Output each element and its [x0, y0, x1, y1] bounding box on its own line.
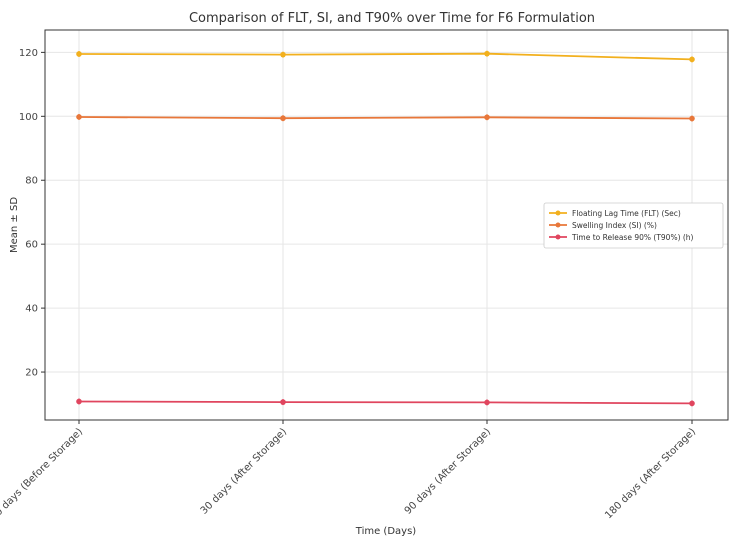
series-layer	[76, 50, 695, 407]
x-tick-label: 30 days (After Storage)	[199, 426, 289, 516]
data-point	[76, 398, 82, 405]
data-point	[76, 51, 82, 57]
series-line-1	[78, 116, 693, 120]
x-axis-ticks: 0 days (Before Storage) 30 days (After St…	[0, 420, 698, 521]
x-axis-label: Time (Days)	[355, 526, 417, 537]
data-point	[280, 51, 286, 58]
legend-label: Time to Release 90% (T90%) (h)	[571, 233, 694, 242]
legend-marker	[555, 210, 561, 216]
y-tick-label: 60	[25, 240, 38, 251]
chart-title: Comparison of FLT, SI, and T90% over Tim…	[189, 11, 595, 26]
data-point	[76, 114, 82, 120]
x-tick-label: 180 days (After Storage)	[603, 426, 698, 521]
y-tick-label: 20	[25, 368, 38, 379]
legend-label: Floating Lag Time (FLT) (Sec)	[572, 209, 681, 218]
data-point	[484, 50, 490, 57]
y-axis-label: Mean ± SD	[9, 197, 20, 253]
legend: Floating Lag Time (FLT) (Sec) Swelling In…	[543, 202, 724, 249]
y-tick-label: 120	[19, 48, 38, 59]
data-point	[280, 115, 286, 122]
legend-box	[543, 202, 724, 249]
y-tick-label: 40	[25, 304, 38, 315]
data-point	[484, 114, 490, 121]
series-line-0	[78, 52, 693, 61]
plot-frame	[44, 29, 729, 421]
y-axis-ticks: 20 40 60 80 100 120	[19, 48, 45, 379]
legend-marker	[555, 222, 561, 228]
legend-marker	[555, 234, 561, 240]
series-line-2	[78, 400, 693, 405]
legend-label: Swelling Index (SI) (%)	[572, 221, 657, 230]
data-point	[280, 399, 286, 405]
y-tick-label: 100	[19, 112, 38, 123]
data-point	[689, 400, 695, 407]
data-point	[689, 115, 695, 122]
data-point	[484, 399, 490, 406]
y-tick-label: 80	[25, 176, 38, 187]
x-tick-label: 90 days (After Storage)	[403, 426, 493, 516]
grid-layer	[45, 30, 728, 420]
data-point	[689, 56, 695, 63]
x-tick-label: 0 days (Before Storage)	[0, 426, 85, 518]
